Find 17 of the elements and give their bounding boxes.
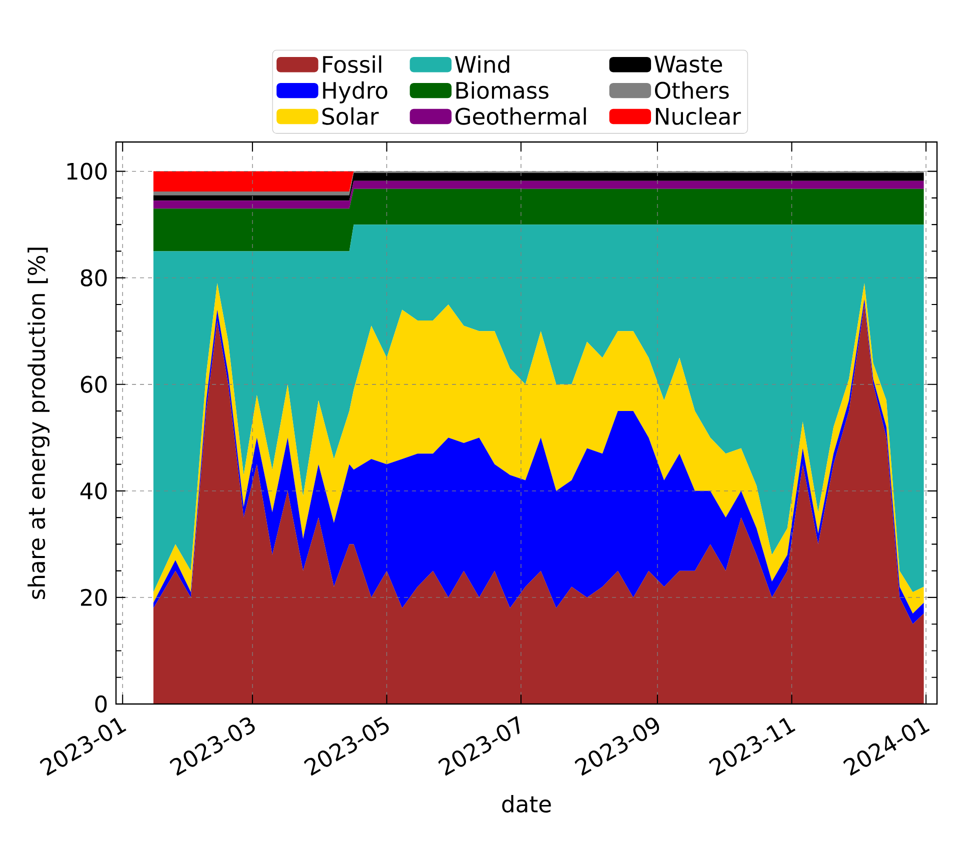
legend-label: Wind [454, 55, 510, 73]
y-tick-label: 80 [80, 269, 107, 286]
legend-label: Waste [654, 56, 722, 73]
y-tick-label: 0 [95, 695, 107, 713]
legend-label: Nuclear [656, 107, 741, 125]
x-axis-title: date [502, 795, 551, 813]
legend-label: Hydro [323, 81, 388, 104]
legend-label: Fossil [323, 55, 382, 73]
legend-label: Geothermal [455, 107, 586, 125]
legend-label: Solar [322, 107, 379, 125]
legend-label: Others [654, 81, 729, 99]
y-tick-label: 20 [80, 588, 107, 606]
y-axis-title: share at energy production [%] [28, 248, 50, 599]
legend-label: Biomass [456, 81, 548, 99]
y-tick-label: 60 [80, 376, 107, 393]
y-tick-label: 100 [67, 162, 107, 180]
y-tick-label: 40 [80, 482, 107, 500]
